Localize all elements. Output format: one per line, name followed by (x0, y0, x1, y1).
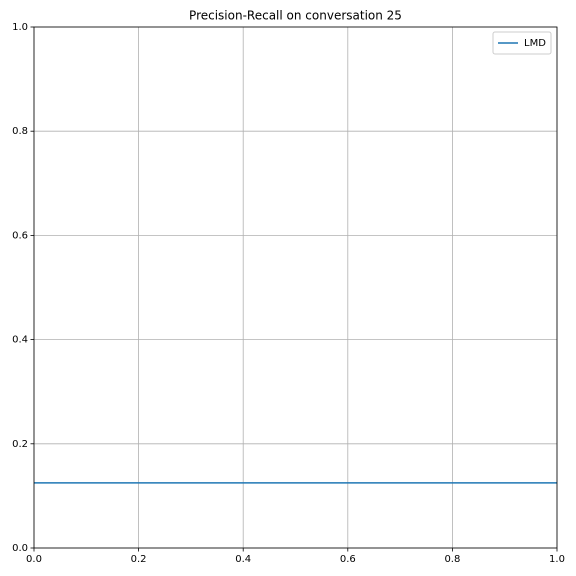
y-tick-label: 0.0 (12, 543, 28, 554)
x-tick-label: 0.4 (235, 554, 251, 565)
plot-frame (33, 26, 558, 549)
y-tick-label: 0.6 (12, 230, 28, 241)
x-tick-label: 0.2 (131, 554, 147, 565)
y-tick-label: 1.0 (12, 22, 28, 33)
chart-title: Precision-Recall on conversation 25 (189, 9, 402, 23)
x-tick-label: 0.8 (444, 554, 460, 565)
y-tick-label: 0.2 (12, 439, 28, 450)
y-tick-label: 0.4 (12, 335, 28, 346)
legend-box (492, 31, 552, 55)
x-tick-label: 0.6 (340, 554, 356, 565)
x-tick-label: 0.0 (26, 554, 42, 565)
y-tick-label: 0.8 (12, 126, 28, 137)
x-tick-label: 1.0 (549, 554, 565, 565)
legend-label: LMD (524, 38, 546, 49)
